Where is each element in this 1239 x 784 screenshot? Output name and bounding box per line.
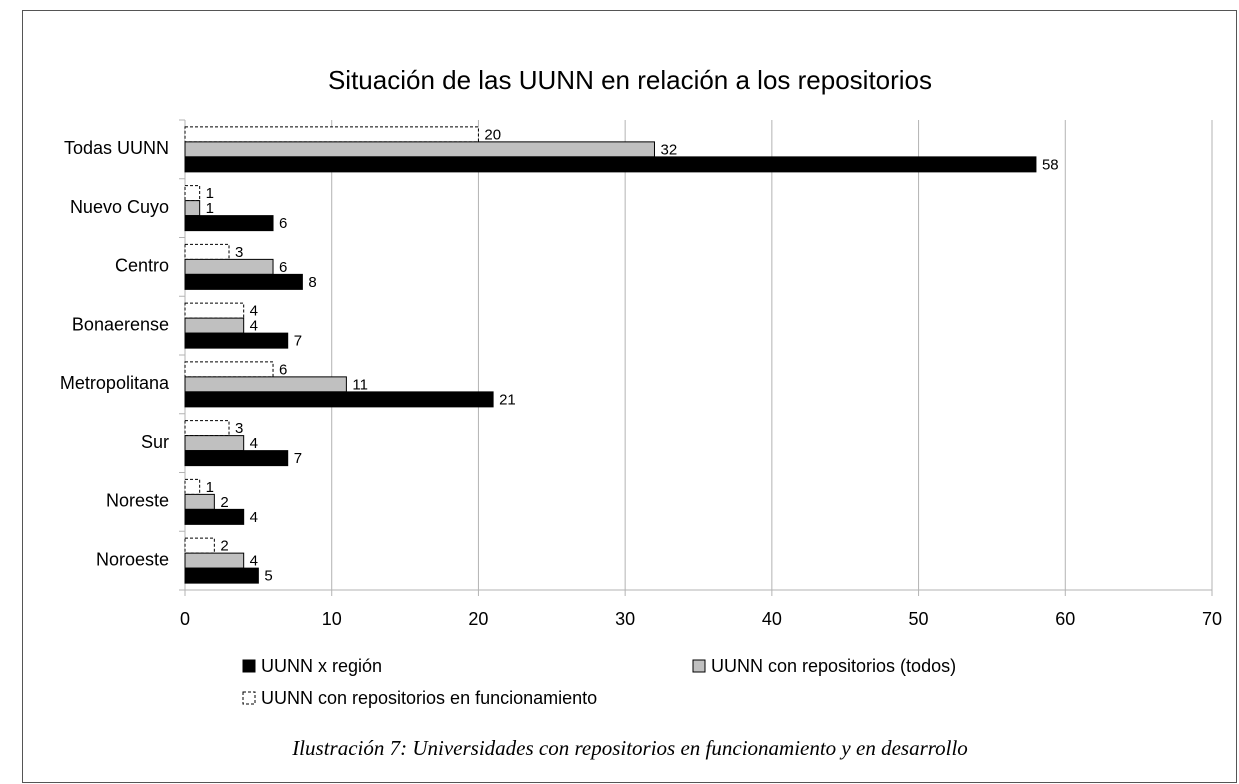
data-label: 58 — [1042, 156, 1059, 173]
bar — [184, 493, 215, 510]
legend-swatch — [242, 691, 256, 705]
data-label: 32 — [660, 141, 677, 158]
bar — [184, 450, 289, 467]
y-tick-label: Centro — [115, 256, 169, 276]
y-tick-label: Bonaerense — [72, 314, 169, 334]
legend-label: UUNN x región — [261, 656, 382, 676]
x-tick-label: 30 — [615, 609, 635, 629]
legend-swatch — [692, 659, 706, 673]
bar — [184, 478, 201, 495]
x-tick-label: 70 — [1202, 609, 1222, 629]
y-tick-label: Noroeste — [96, 549, 169, 569]
data-label: 4 — [250, 509, 258, 526]
data-label: 4 — [250, 303, 258, 320]
data-label: 7 — [294, 333, 302, 350]
y-tick-label: Nuevo Cuyo — [70, 197, 169, 217]
legend-swatch — [242, 659, 256, 673]
y-tick-label: Noreste — [106, 491, 169, 511]
data-label: 6 — [279, 361, 287, 378]
bar — [184, 302, 245, 319]
data-label: 3 — [235, 244, 243, 261]
bar — [184, 361, 274, 378]
bar — [184, 185, 201, 202]
x-tick-label: 10 — [322, 609, 342, 629]
x-tick-label: 60 — [1055, 609, 1075, 629]
data-label: 21 — [499, 391, 516, 408]
data-label: 2 — [220, 538, 228, 555]
y-tick-label: Todas UUNN — [64, 138, 169, 158]
bar — [184, 215, 274, 232]
bar — [184, 258, 274, 275]
bar — [184, 126, 479, 143]
data-label: 8 — [308, 274, 316, 291]
x-tick-label: 20 — [468, 609, 488, 629]
data-label: 1 — [206, 200, 214, 217]
data-label: 4 — [250, 553, 258, 570]
data-label: 6 — [279, 259, 287, 276]
bar — [184, 200, 201, 217]
bar — [184, 317, 245, 334]
bar — [184, 156, 1037, 173]
bar — [184, 552, 245, 569]
data-label: 5 — [264, 568, 272, 585]
data-label: 20 — [484, 126, 501, 143]
legend-label: UUNN con repositorios en funcionamiento — [261, 688, 597, 708]
bar — [184, 141, 655, 158]
data-label: 4 — [250, 435, 258, 452]
x-tick-label: 0 — [180, 609, 190, 629]
x-tick-label: 50 — [909, 609, 929, 629]
data-label: 6 — [279, 215, 287, 232]
data-label: 4 — [250, 318, 258, 335]
bar — [184, 508, 245, 525]
bar — [184, 391, 494, 408]
bar — [184, 537, 215, 554]
bar — [184, 420, 230, 437]
x-tick-label: 40 — [762, 609, 782, 629]
data-label: 1 — [206, 479, 214, 496]
caption: Ilustración 7: Universidades con reposit… — [291, 736, 968, 760]
y-tick-label: Metropolitana — [60, 373, 170, 393]
bar — [184, 435, 245, 452]
bar — [184, 243, 230, 260]
data-label: 11 — [352, 376, 368, 393]
data-label: 2 — [220, 494, 228, 511]
data-label: 7 — [294, 450, 302, 467]
y-tick-label: Sur — [141, 432, 169, 452]
legend-label: UUNN con repositorios (todos) — [711, 656, 956, 676]
bar — [184, 376, 347, 393]
data-label: 3 — [235, 420, 243, 437]
bar — [184, 273, 303, 290]
bar — [184, 567, 259, 584]
chart-title: Situación de las UUNN en relación a los … — [328, 65, 932, 95]
data-label: 1 — [206, 185, 214, 202]
bar — [184, 332, 289, 349]
